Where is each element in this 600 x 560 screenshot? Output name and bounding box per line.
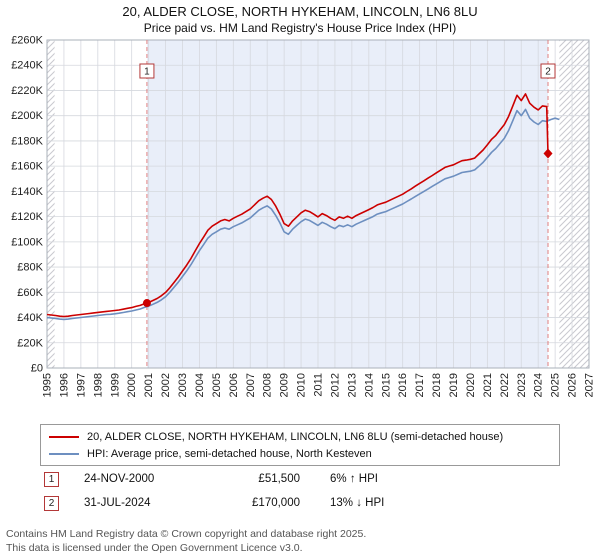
x-axis-label: 2026 bbox=[567, 373, 579, 397]
x-axis-label: 2023 bbox=[516, 373, 528, 397]
transaction-2-flag: 2 bbox=[44, 496, 59, 511]
series-property-price bbox=[46, 93, 549, 318]
transaction-2-price: £170,000 bbox=[252, 497, 300, 509]
series-hpi bbox=[46, 108, 560, 321]
y-axis-label: £180K bbox=[11, 135, 43, 147]
sale-flag-label-2: 2 bbox=[545, 67, 551, 78]
x-axis-label: 1997 bbox=[75, 373, 87, 397]
y-axis-label: £80K bbox=[17, 262, 43, 274]
sale-point-1 bbox=[142, 299, 151, 308]
transaction-1-flag: 1 bbox=[44, 472, 59, 487]
x-axis-label: 2015 bbox=[380, 373, 392, 397]
footer-line-2: This data is licensed under the Open Gov… bbox=[6, 541, 303, 554]
transaction-row-2: 2 31-JUL-2024 £170,000 13% ↓ HPI bbox=[44, 496, 594, 514]
legend-label-hpi: HPI: Average price, semi-detached house,… bbox=[87, 447, 372, 460]
x-axis-label: 2009 bbox=[279, 373, 291, 397]
x-axis-label: 2003 bbox=[177, 373, 189, 397]
y-axis-label: £100K bbox=[11, 236, 43, 248]
sale-flag-2 bbox=[540, 63, 556, 79]
x-axis-label: 2025 bbox=[550, 373, 562, 397]
x-axis-label: 2000 bbox=[126, 373, 138, 397]
shaded-period bbox=[146, 40, 549, 368]
x-axis-label: 1995 bbox=[42, 373, 54, 397]
x-axis-label: 2013 bbox=[346, 373, 358, 397]
x-axis-label: 2005 bbox=[211, 373, 223, 397]
transaction-1-date: 24-NOV-2000 bbox=[84, 473, 155, 485]
y-axis-label: £120K bbox=[11, 211, 43, 223]
legend-item-property: 20, ALDER CLOSE, NORTH HYKEHAM, LINCOLN,… bbox=[49, 428, 551, 445]
y-axis-label: £260K bbox=[11, 36, 43, 47]
no-data-hatch bbox=[47, 40, 55, 368]
no-data-hatch bbox=[559, 40, 589, 368]
legend-swatch-property bbox=[49, 435, 79, 438]
x-axis-label: 1998 bbox=[92, 373, 104, 397]
transaction-row-1: 1 24-NOV-2000 £51,500 6% ↑ HPI bbox=[44, 472, 594, 490]
transaction-2-hpi-delta: 13% ↓ HPI bbox=[330, 497, 385, 509]
legend-swatch-hpi bbox=[49, 452, 79, 455]
chart-subtitle: Price paid vs. HM Land Registry's House … bbox=[143, 21, 457, 35]
x-axis-label: 2008 bbox=[262, 373, 274, 397]
copyright-footer: Contains HM Land Registry data © Crown c… bbox=[6, 528, 366, 555]
x-axis-label: 2012 bbox=[329, 373, 341, 397]
y-axis-label: £160K bbox=[11, 161, 43, 173]
plot-border bbox=[46, 39, 590, 369]
x-axis-label: 1996 bbox=[58, 373, 70, 397]
x-axis-label: 2017 bbox=[414, 373, 426, 397]
x-axis-label: 2014 bbox=[363, 373, 375, 397]
x-axis-label: 2001 bbox=[143, 373, 155, 397]
transaction-1-hpi-delta: 6% ↑ HPI bbox=[330, 473, 378, 485]
chart-legend: 20, ALDER CLOSE, NORTH HYKEHAM, LINCOLN,… bbox=[40, 424, 560, 466]
x-axis-label: 2011 bbox=[313, 373, 325, 397]
chart-title: 20, ALDER CLOSE, NORTH HYKEHAM, LINCOLN,… bbox=[122, 4, 478, 19]
y-axis-label: £240K bbox=[11, 60, 43, 72]
legend-label-property: 20, ALDER CLOSE, NORTH HYKEHAM, LINCOLN,… bbox=[87, 430, 504, 443]
x-axis-label: 2027 bbox=[584, 373, 596, 397]
sale-flag-1 bbox=[139, 63, 155, 79]
y-axis-label: £0 bbox=[31, 363, 43, 375]
x-axis-label: 2021 bbox=[482, 373, 494, 397]
x-axis-label: 2004 bbox=[194, 373, 206, 397]
sale-point-2 bbox=[543, 148, 553, 159]
x-axis-label: 1999 bbox=[109, 373, 121, 397]
x-axis-label: 2006 bbox=[228, 373, 240, 397]
transaction-1-price: £51,500 bbox=[258, 473, 300, 485]
price-chart: 1995 1996 1997 1998 1999 2000 2001 2002 2003 2004… bbox=[11, 36, 596, 397]
x-axis-label: 2002 bbox=[160, 373, 172, 397]
x-axis-label: 2020 bbox=[465, 373, 477, 397]
x-axis-label: 2016 bbox=[397, 373, 409, 397]
y-axis-label: £20K bbox=[17, 337, 43, 349]
x-axis-label: 2010 bbox=[296, 373, 308, 397]
y-axis-label: £60K bbox=[17, 287, 43, 299]
x-axis-label: 2024 bbox=[533, 373, 545, 397]
y-axis-label: £220K bbox=[11, 85, 43, 97]
y-axis-label: £140K bbox=[11, 186, 43, 198]
y-axis-label: £200K bbox=[11, 110, 43, 122]
legend-item-hpi: HPI: Average price, semi-detached house,… bbox=[49, 445, 551, 462]
x-axis-label: 2019 bbox=[448, 373, 460, 397]
transaction-2-date: 31-JUL-2024 bbox=[84, 497, 151, 509]
y-axis-label: £40K bbox=[17, 312, 43, 324]
x-axis-label: 2022 bbox=[499, 373, 511, 397]
footer-line-1: Contains HM Land Registry data © Crown c… bbox=[6, 528, 367, 540]
x-axis-label: 2018 bbox=[431, 373, 443, 397]
sale-flag-label-1: 1 bbox=[144, 67, 150, 78]
x-axis-label: 2007 bbox=[245, 373, 257, 397]
